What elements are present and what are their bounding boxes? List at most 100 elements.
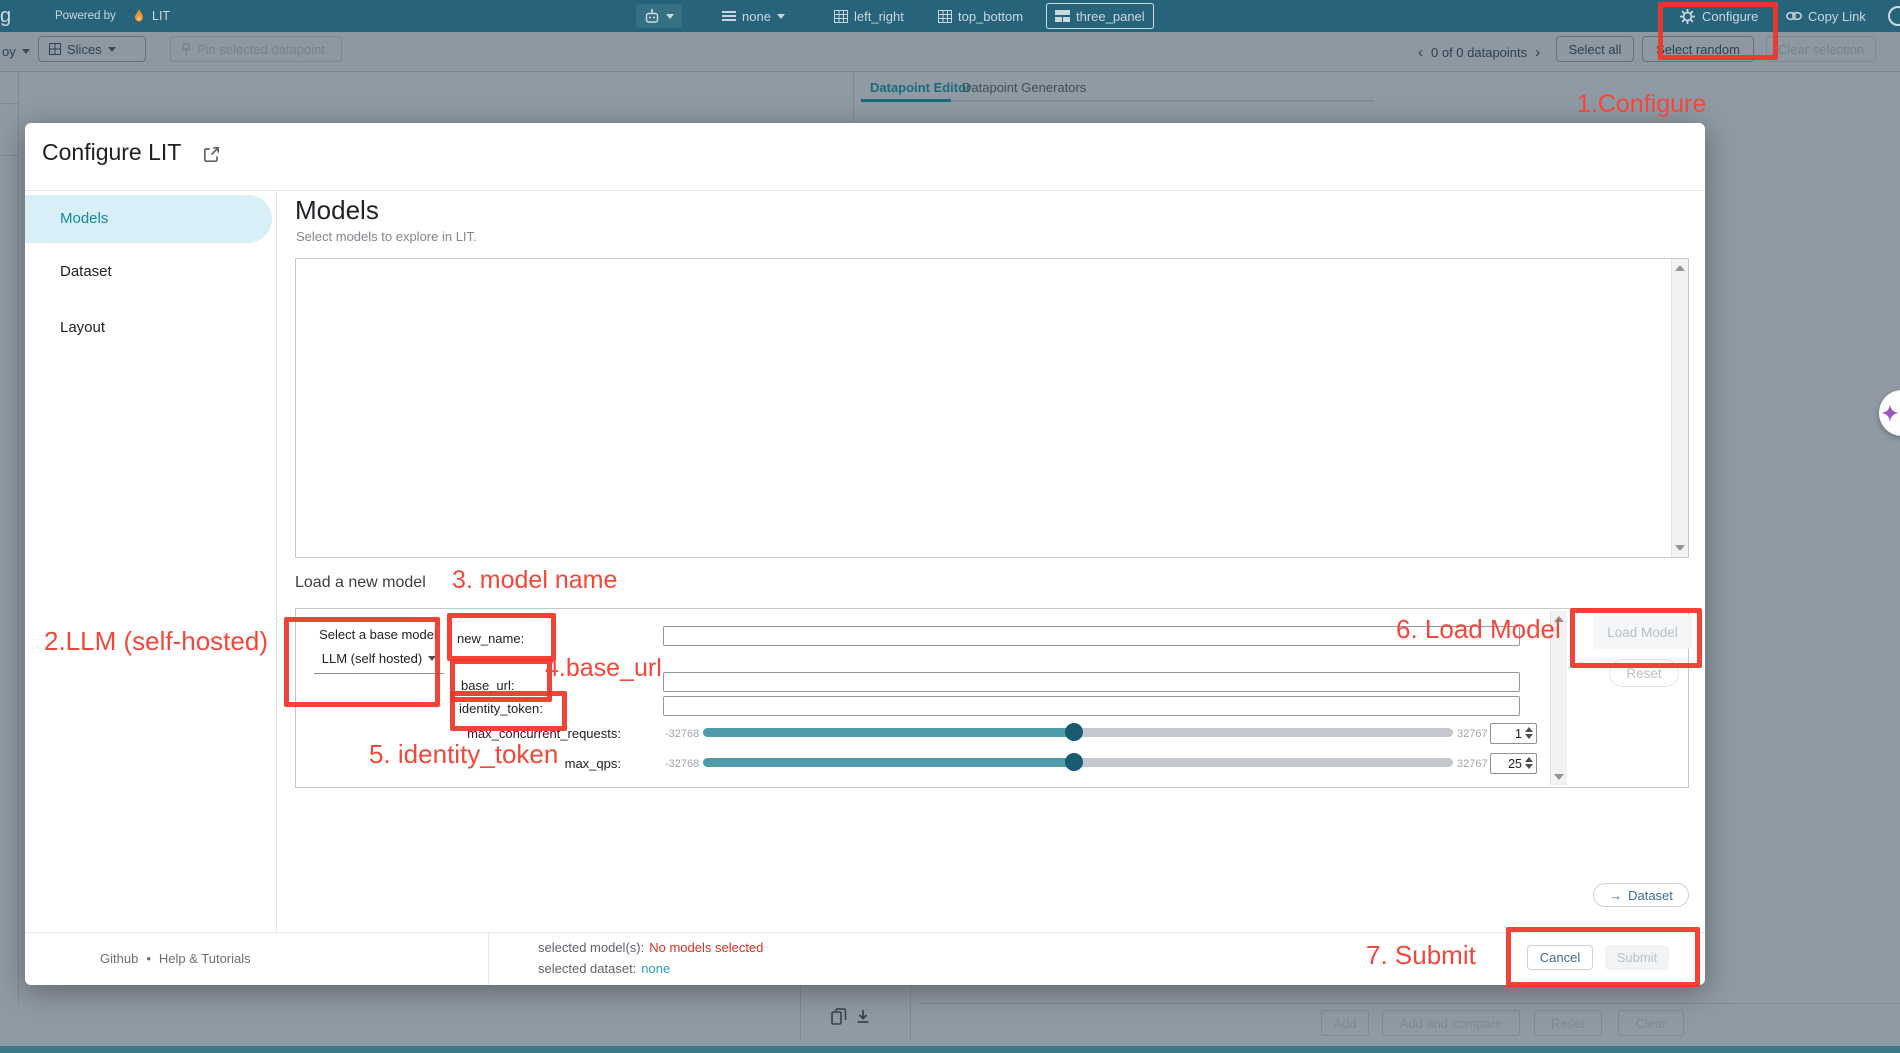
submit-button[interactable]: Submit xyxy=(1605,945,1669,970)
layout-three-panel-label: three_panel xyxy=(1076,8,1145,24)
help-icon[interactable] xyxy=(1888,6,1900,26)
chevron-right-icon[interactable]: › xyxy=(1535,44,1541,61)
max-concurrent-requests-number-input[interactable]: 1 xyxy=(1490,723,1537,744)
identity-token-input[interactable] xyxy=(663,696,1520,716)
gear-icon xyxy=(1680,8,1695,24)
pin-datapoint-button[interactable]: Pin selected datapoint xyxy=(170,36,342,62)
copy-icon[interactable] xyxy=(831,1008,847,1026)
add-and-compare-button[interactable]: Add and compare xyxy=(1382,1010,1520,1036)
caret-down-icon xyxy=(428,656,437,661)
nav-item-dataset[interactable]: Dataset xyxy=(60,263,112,280)
base-model-select[interactable]: LLM (self hosted) xyxy=(316,651,442,666)
tab-active-underline xyxy=(861,99,951,102)
nav-models-pill[interactable]: Models xyxy=(25,195,272,243)
download-icon[interactable] xyxy=(856,1009,870,1025)
chevron-left-icon[interactable]: ‹ xyxy=(1418,44,1423,61)
reset-button-background[interactable]: Reset xyxy=(1534,1010,1602,1036)
top-app-bar: g Powered by LIT none left_right xyxy=(0,0,1900,32)
layout-button-three-panel[interactable]: three_panel xyxy=(1046,3,1154,29)
number-value: 1 xyxy=(1515,726,1522,741)
annotation-box-load-model xyxy=(1570,608,1702,668)
scroll-down-icon[interactable] xyxy=(1554,774,1564,780)
select-random-button[interactable]: Select random xyxy=(1642,36,1754,62)
new-name-label: new_name: xyxy=(457,631,525,646)
copy-link-label: Copy Link xyxy=(1808,8,1866,24)
stepper-up-icon[interactable] xyxy=(1525,727,1533,732)
tab-datapoint-editor[interactable]: Datapoint Editor xyxy=(870,80,972,95)
stepper-down-icon[interactable] xyxy=(1525,764,1533,769)
max-qps-number-input[interactable]: 25 xyxy=(1490,753,1537,774)
number-stepper[interactable] xyxy=(1525,727,1533,739)
max-concurrent-requests-slider[interactable] xyxy=(703,723,1453,741)
powered-by-label: Powered by xyxy=(55,10,116,22)
partial-colorby-dropdown[interactable]: oy xyxy=(2,44,30,59)
tab-datapoint-generators[interactable]: Datapoint Generators xyxy=(962,80,1087,95)
select-all-button[interactable]: Select all xyxy=(1556,36,1634,62)
model-menu-button[interactable] xyxy=(636,4,682,28)
new-name-input[interactable] xyxy=(663,626,1520,646)
caret-down-icon xyxy=(107,46,116,52)
load-model-button[interactable]: Load Model xyxy=(1593,615,1692,649)
layout-left-right-label: left_right xyxy=(854,8,904,24)
help-tutorials-link[interactable]: Help & Tutorials xyxy=(158,951,251,966)
base-model-select-underline xyxy=(314,673,444,674)
nav-item-layout[interactable]: Layout xyxy=(60,319,106,336)
max-qps-slider[interactable] xyxy=(703,753,1453,771)
select-all-label: Select all xyxy=(1568,41,1622,57)
external-link-icon[interactable] xyxy=(203,146,220,163)
slider-thumb[interactable] xyxy=(1065,723,1083,741)
selected-dataset-value: none xyxy=(641,961,671,976)
reset-form-button[interactable]: Reset xyxy=(1609,659,1679,687)
slices-button[interactable]: Slices xyxy=(38,36,146,62)
selected-dataset-label: selected dataset: xyxy=(538,961,637,976)
clear-button-background[interactable]: Clear xyxy=(1618,1010,1684,1036)
layout-none-dropdown[interactable]: none xyxy=(714,4,793,28)
left-panel-divider xyxy=(18,72,19,1003)
number-stepper[interactable] xyxy=(1525,757,1533,769)
clear-selection-button[interactable]: Clear selection xyxy=(1766,36,1876,62)
three-panel-icon xyxy=(1055,10,1070,22)
footer-links: Github • Help & Tutorials xyxy=(100,951,251,966)
selected-models-status: selected model(s): No models selected xyxy=(538,940,763,955)
models-list-scrollbar[interactable] xyxy=(1671,259,1688,557)
scroll-up-icon[interactable] xyxy=(1675,265,1685,271)
base-url-input[interactable] xyxy=(663,672,1520,692)
form-scrollbar[interactable] xyxy=(1550,611,1567,785)
annotation-step-4: 4.base_url xyxy=(545,654,662,682)
configure-button[interactable]: Configure xyxy=(1680,0,1758,32)
footer-divider xyxy=(488,932,489,985)
nav-item-models[interactable]: Models xyxy=(60,210,109,227)
caret-down-icon xyxy=(666,13,674,19)
add-button[interactable]: Add xyxy=(1321,1010,1369,1036)
copy-link-button[interactable]: Copy Link xyxy=(1786,0,1866,32)
slider-min-label: -32768 xyxy=(665,758,700,770)
goto-dataset-button[interactable]: → Dataset xyxy=(1593,883,1689,907)
annotation-step-5: 5. identity_token xyxy=(369,739,559,769)
layout-button-left-right[interactable]: left_right xyxy=(826,4,912,28)
annotation-box-identity-token xyxy=(450,691,567,731)
scroll-down-icon[interactable] xyxy=(1675,545,1685,551)
stepper-up-icon[interactable] xyxy=(1525,757,1533,762)
number-value: 25 xyxy=(1508,756,1522,771)
layout-button-top-bottom[interactable]: top_bottom xyxy=(930,4,1031,28)
models-list-box xyxy=(295,258,1689,558)
stepper-down-icon[interactable] xyxy=(1525,734,1533,739)
cancel-button[interactable]: Cancel xyxy=(1527,945,1593,970)
models-section-heading: Models xyxy=(295,195,379,225)
slider-thumb[interactable] xyxy=(1065,753,1083,771)
annotation-step-2: 2.LLM (self-hosted) xyxy=(44,626,268,656)
annotation-box-base-model xyxy=(284,617,440,707)
github-link[interactable]: Github xyxy=(100,951,139,966)
annotation-box-base-url xyxy=(450,659,552,702)
left-panel-line xyxy=(0,103,18,104)
bottom-accent-bar xyxy=(0,1046,1900,1053)
base-url-label: base_url: xyxy=(461,678,515,693)
load-new-model-label: Load a new model xyxy=(295,574,426,591)
selection-toolbar: oy Slices Pin selected datapoint ‹ 0 of … xyxy=(0,32,1900,72)
sparkle-fab[interactable] xyxy=(1879,390,1900,436)
scroll-up-icon[interactable] xyxy=(1554,616,1564,622)
pin-icon xyxy=(181,42,191,56)
dialog-nav-divider xyxy=(276,190,277,932)
configure-lit-dialog: Configure LIT Models Dataset Layout Mode… xyxy=(25,123,1705,985)
